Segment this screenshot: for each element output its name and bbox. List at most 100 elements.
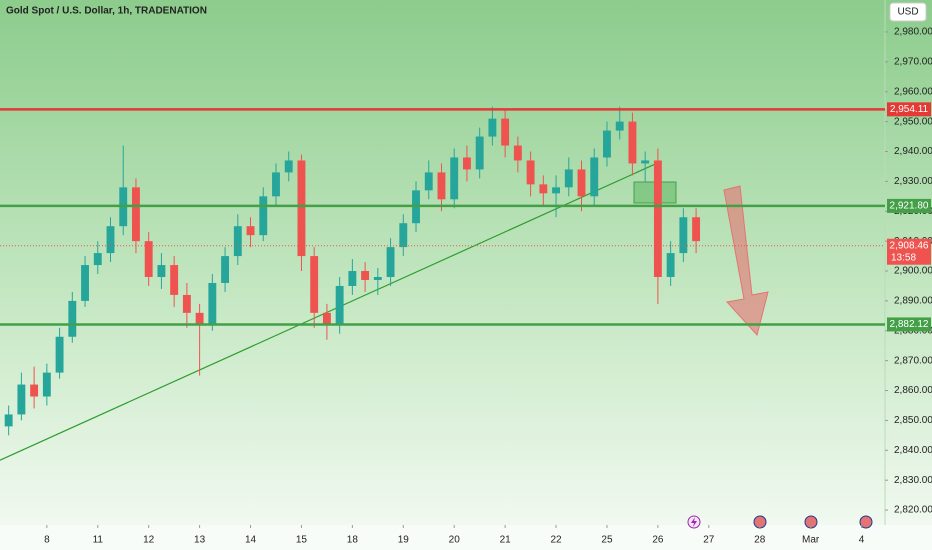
candle-body	[488, 118, 497, 137]
y-tick-label: 2,850.00	[894, 415, 932, 426]
candle-body	[641, 160, 650, 164]
candle-body	[450, 157, 459, 200]
y-tick-label: 2,980.00	[894, 27, 932, 38]
plot	[0, 106, 701, 461]
candle-body	[653, 160, 662, 277]
x-tick-label: 22	[550, 535, 562, 546]
y-tick-label: 2,930.00	[894, 176, 932, 187]
candle-body	[424, 172, 433, 191]
candle-body	[462, 157, 471, 170]
candle-body	[552, 187, 560, 194]
trendline	[0, 162, 659, 461]
candle-body	[42, 372, 51, 397]
candle-body	[272, 172, 280, 197]
candle-body	[335, 285, 344, 325]
candle-body	[348, 271, 357, 286]
candle-body	[55, 336, 64, 373]
candle-body	[679, 217, 688, 254]
candle-body	[513, 145, 522, 161]
candle-body	[144, 241, 153, 277]
candle-body	[692, 217, 701, 242]
y-tick-label: 2,940.00	[894, 146, 932, 157]
x-tick-label: 13	[194, 535, 206, 546]
candle-body	[93, 253, 102, 266]
projection-arrow	[723, 185, 769, 337]
x-tick-label: Mar	[802, 535, 820, 546]
current-price-label: 2,908.46	[890, 240, 929, 251]
candle-body	[4, 414, 13, 427]
candle-body	[399, 223, 408, 248]
x-tick-label: 21	[500, 535, 512, 546]
currency-button[interactable]	[889, 2, 927, 22]
candle-body	[310, 256, 319, 313]
x-tick-label: 28	[754, 535, 766, 546]
candle-body	[297, 160, 306, 257]
candle-body	[17, 384, 26, 415]
y-tick-label: 2,890.00	[894, 296, 932, 307]
candle-body	[564, 169, 573, 188]
candle-body	[157, 265, 166, 277]
level-tag	[887, 317, 931, 332]
level-tag	[887, 102, 931, 117]
x-tick-label: 11	[93, 535, 104, 546]
candle-body	[233, 226, 242, 257]
candle-body	[259, 196, 268, 236]
candle-body	[208, 282, 217, 325]
chart-title: Gold Spot / U.S. Dollar, 1h, TRADENATION	[6, 6, 207, 17]
candle-body	[81, 265, 89, 301]
candle-body	[628, 121, 637, 164]
event-icon-glyph	[691, 517, 697, 527]
candle-body	[577, 169, 586, 197]
time-axis-bg	[0, 525, 932, 550]
candle-body	[246, 226, 255, 236]
candle-body	[195, 312, 204, 325]
currency-label[interactable]: USD	[897, 7, 918, 18]
candle-body	[170, 265, 179, 295]
countdown-label: 13:58	[891, 252, 916, 263]
level-label: 2,882.12	[890, 319, 929, 330]
y-tick-label: 2,860.00	[894, 385, 932, 396]
x-tick-label: 4	[859, 535, 865, 546]
y-tick-label: 2,950.00	[894, 116, 932, 127]
current-price-tag	[887, 238, 931, 265]
candle-body	[475, 136, 484, 170]
candle-body	[68, 300, 77, 337]
y-tick-label: 2,870.00	[894, 355, 932, 366]
candle-body	[603, 130, 611, 158]
candle-body	[284, 160, 293, 173]
candle-body	[322, 312, 331, 325]
candle-body	[539, 184, 548, 194]
y-tick-label: 2,970.00	[894, 56, 932, 67]
x-tick-label: 15	[296, 535, 308, 546]
x-tick-label: 26	[652, 535, 664, 546]
candle-body	[501, 118, 510, 146]
candle-body	[30, 384, 39, 397]
x-tick-label: 14	[245, 535, 257, 546]
candle-body	[615, 121, 624, 131]
x-tick-label: 25	[601, 535, 613, 546]
y-tick-label: 2,840.00	[894, 445, 932, 456]
candle-body	[526, 160, 535, 185]
y-tick-label: 2,960.00	[894, 86, 932, 97]
candle-body	[221, 256, 230, 283]
y-tick-label: 2,900.00	[894, 266, 932, 277]
candle-body	[132, 187, 140, 242]
x-tick-label: 18	[347, 535, 359, 546]
candle-body	[590, 157, 599, 197]
level-label: 2,954.11	[890, 104, 929, 115]
x-tick-label: 20	[449, 535, 461, 546]
candle-body	[666, 253, 675, 277]
level-label: 2,921.80	[890, 201, 929, 212]
event-flag[interactable]	[859, 515, 873, 529]
candle-body	[373, 276, 382, 280]
y-tick-label: 2,830.00	[894, 475, 932, 486]
candle-body	[437, 172, 446, 200]
candle-body	[386, 247, 395, 277]
x-tick-label: 19	[398, 535, 410, 546]
x-tick-label: 8	[44, 535, 50, 546]
candle-body	[106, 226, 115, 254]
x-tick-label: 12	[143, 535, 155, 546]
y-tick-label: 2,820.00	[894, 505, 932, 516]
